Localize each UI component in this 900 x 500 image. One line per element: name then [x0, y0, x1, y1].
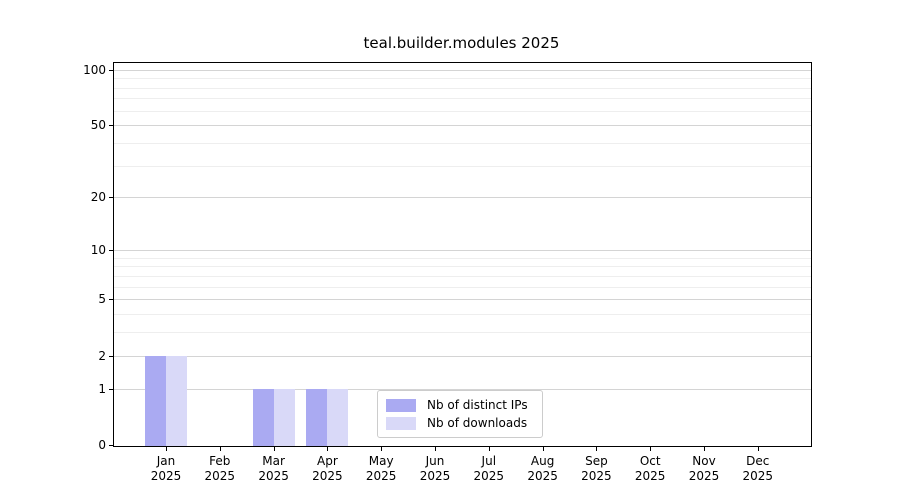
legend-item: Nb of distinct IPs — [386, 396, 542, 414]
y-axis-tick — [109, 299, 114, 301]
y-axis-tick-label: 1 — [98, 381, 106, 396]
plot-area: 0 1 2 5 10 20 50 100 Jan 2025 Feb 2025 Mar 2025 Apr… — [83, 62, 812, 483]
minor-gridline — [114, 165, 811, 167]
legend-swatch — [386, 398, 416, 412]
x-axis-tick — [488, 446, 490, 451]
minor-gridline — [114, 110, 811, 112]
bar-downloads — [327, 388, 349, 446]
y-axis-tick — [109, 69, 114, 71]
y-axis-tick — [109, 355, 114, 357]
major-gridline — [114, 197, 811, 199]
bar-downloads — [166, 355, 187, 446]
bar-distinct-ips — [306, 388, 328, 446]
y-axis-tick — [109, 197, 114, 199]
minor-gridline — [114, 257, 811, 259]
legend-swatch — [386, 416, 416, 430]
x-axis-tick — [542, 446, 544, 451]
major-gridline — [114, 355, 811, 357]
y-axis-tick — [109, 125, 114, 127]
major-gridline — [114, 69, 811, 71]
chart-title: teal.builder.modules 2025 — [363, 34, 560, 52]
x-axis-tick-label: Nov 2025 — [688, 454, 720, 483]
x-axis-tick-label: Jul 2025 — [473, 454, 505, 483]
bar-downloads — [273, 388, 295, 446]
x-axis-tick — [704, 446, 705, 451]
legend-label: Nb of downloads — [427, 416, 528, 430]
minor-gridline — [114, 87, 811, 89]
x-axis-tick-label: Dec 2025 — [742, 454, 774, 483]
x-axis-tick-label: Sep 2025 — [581, 454, 612, 483]
x-axis-tick — [273, 446, 275, 451]
x-axis-tick — [757, 446, 759, 451]
x-axis-tick — [650, 446, 652, 451]
x-axis-tick — [381, 446, 383, 451]
y-axis-tick-label: 2 — [98, 348, 106, 363]
y-axis-tick-label: 10 — [90, 243, 106, 258]
minor-gridline — [114, 78, 811, 80]
y-axis-tick-label: 5 — [98, 292, 106, 307]
legend: Nb of distinct IPs Nb of downloads — [377, 390, 543, 438]
bar-distinct-ips — [252, 388, 274, 446]
major-gridline — [114, 299, 811, 301]
x-axis-tick — [219, 446, 221, 451]
x-axis-tick-label: Oct 2025 — [634, 454, 666, 483]
x-axis-tick-label: Mar 2025 — [258, 454, 289, 483]
x-axis-tick — [327, 446, 329, 451]
minor-gridline — [114, 275, 811, 277]
x-axis-tick-label: Jun 2025 — [419, 454, 451, 483]
x-axis-tick-label: Jan 2025 — [150, 454, 182, 483]
major-gridline — [114, 388, 811, 390]
x-axis-tick — [166, 446, 167, 451]
minor-gridline — [114, 266, 811, 268]
x-axis-tick-label: Apr 2025 — [312, 454, 343, 483]
x-axis-tick-label: Aug 2025 — [527, 454, 558, 483]
bar-distinct-ips — [145, 355, 166, 446]
y-axis-tick-label: 20 — [90, 190, 106, 205]
x-axis-tick-label: Feb 2025 — [204, 454, 236, 483]
major-gridline — [114, 125, 811, 127]
y-axis-tick-label: 0 — [98, 438, 106, 452]
y-axis-tick — [109, 388, 114, 390]
minor-gridline — [114, 286, 811, 288]
major-gridline — [114, 250, 811, 252]
x-axis-tick-label: May 2025 — [365, 454, 397, 483]
legend-label: Nb of distinct IPs — [427, 398, 528, 412]
minor-gridline — [114, 98, 811, 100]
x-axis-tick — [596, 446, 598, 451]
minor-gridline — [114, 314, 811, 316]
y-axis-tick-label: 50 — [90, 118, 106, 133]
x-axis-tick — [435, 446, 436, 451]
y-axis-tick — [109, 250, 114, 252]
y-axis-tick — [109, 445, 114, 446]
y-axis-tick-label: 100 — [83, 62, 106, 77]
legend-item: Nb of downloads — [386, 414, 542, 432]
minor-gridline — [114, 143, 811, 145]
minor-gridline — [114, 332, 811, 334]
